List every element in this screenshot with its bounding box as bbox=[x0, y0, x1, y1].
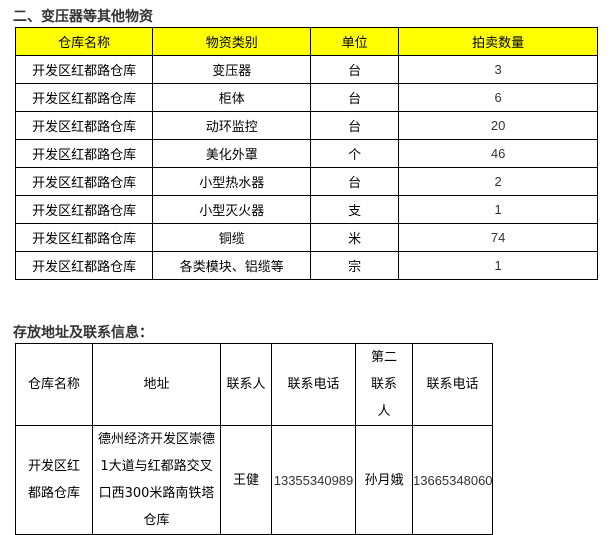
header-cell: 物资类别 bbox=[152, 27, 312, 56]
header-cell: 单位 bbox=[310, 27, 400, 56]
table-row: 开发区红都路仓库 德州经济开发区崇德1大道与红都路交叉口西300米路南铁塔仓库 … bbox=[15, 425, 493, 535]
quantity-cell: 2 bbox=[398, 167, 598, 196]
warehouse-cell: 开发区红都路仓库 bbox=[14, 83, 154, 112]
quantity-cell: 74 bbox=[398, 223, 598, 252]
auction-items-table: 仓库名称 物资类别 单位 拍卖数量 开发区红都路仓库 变压器台 3 开发区红都路仓库 柜体台 6 开… bbox=[14, 27, 598, 280]
category-cell: 美化外罩 bbox=[152, 139, 312, 168]
category-cell: 动环监控 bbox=[152, 111, 312, 140]
second-phone-cell: 13665348060 bbox=[412, 425, 493, 535]
table-row: 开发区红都路仓库 小型灭火器支 1 bbox=[14, 195, 598, 224]
warehouse-cell: 开发区红都路仓库 bbox=[14, 111, 154, 140]
table-row: 开发区红都路仓库 柜体台 6 bbox=[14, 83, 598, 112]
contact-info-table: 仓库名称 地址 联系人 联系电话 第二联系人 联系电话 开发区红都路仓库 德州经… bbox=[15, 343, 493, 535]
header-cell: 联系电话 bbox=[412, 343, 493, 426]
quantity-cell: 1 bbox=[398, 195, 598, 224]
header-row: 仓库名称 物资类别 单位 拍卖数量 bbox=[14, 27, 598, 56]
header-cell: 拍卖数量 bbox=[398, 27, 598, 56]
unit-cell: 台 bbox=[310, 83, 400, 112]
table-row: 开发区红都路仓库 小型热水器台 2 bbox=[14, 167, 598, 196]
category-cell: 小型热水器 bbox=[152, 167, 312, 196]
header-cell: 仓库名称 bbox=[15, 343, 93, 426]
category-cell: 铜缆 bbox=[152, 223, 312, 252]
quantity-cell: 46 bbox=[398, 139, 598, 168]
unit-cell: 米 bbox=[310, 223, 400, 252]
phone-cell: 13355340989 bbox=[271, 425, 356, 535]
address-cell: 德州经济开发区崇德1大道与红都路交叉口西300米路南铁塔仓库 bbox=[92, 425, 221, 535]
unit-cell: 台 bbox=[310, 167, 400, 196]
header-cell: 联系电话 bbox=[271, 343, 356, 426]
unit-cell: 台 bbox=[310, 111, 400, 140]
quantity-cell: 3 bbox=[398, 55, 598, 84]
quantity-cell: 20 bbox=[398, 111, 598, 140]
warehouse-cell: 开发区红都路仓库 bbox=[14, 195, 154, 224]
category-cell: 变压器 bbox=[152, 55, 312, 84]
category-cell: 小型灭火器 bbox=[152, 195, 312, 224]
quantity-cell: 1 bbox=[398, 251, 598, 280]
warehouse-cell: 开发区红都路仓库 bbox=[14, 55, 154, 84]
header-cell: 地址 bbox=[92, 343, 221, 426]
header-cell: 仓库名称 bbox=[14, 27, 154, 56]
warehouse-cell: 开发区红都路仓库 bbox=[14, 251, 154, 280]
table-row: 开发区红都路仓库 美化外罩个 46 bbox=[14, 139, 598, 168]
contact-cell: 王健 bbox=[220, 425, 272, 535]
quantity-cell: 6 bbox=[398, 83, 598, 112]
table-row: 开发区红都路仓库 铜缆米 74 bbox=[14, 223, 598, 252]
section1-title: 二、变压器等其他物资 bbox=[13, 9, 153, 25]
warehouse-cell: 开发区红都路仓库 bbox=[15, 425, 93, 535]
second-contact-cell: 孙月娥 bbox=[355, 425, 413, 535]
unit-cell: 宗 bbox=[310, 251, 400, 280]
unit-cell: 支 bbox=[310, 195, 400, 224]
table-row: 开发区红都路仓库 动环监控台 20 bbox=[14, 111, 598, 140]
warehouse-cell: 开发区红都路仓库 bbox=[14, 139, 154, 168]
header-cell: 联系人 bbox=[220, 343, 272, 426]
header-cell: 第二联系人 bbox=[355, 343, 413, 426]
unit-cell: 台 bbox=[310, 55, 400, 84]
warehouse-cell: 开发区红都路仓库 bbox=[14, 167, 154, 196]
header-row: 仓库名称 地址 联系人 联系电话 第二联系人 联系电话 bbox=[15, 343, 493, 426]
category-cell: 柜体 bbox=[152, 83, 312, 112]
section2-title: 存放地址及联系信息： bbox=[13, 325, 153, 341]
table-row: 开发区红都路仓库 变压器台 3 bbox=[14, 55, 598, 84]
unit-cell: 个 bbox=[310, 139, 400, 168]
table-row: 开发区红都路仓库 各类模块、铝缆等宗 1 bbox=[14, 251, 598, 280]
category-cell: 各类模块、铝缆等 bbox=[152, 251, 312, 280]
warehouse-cell: 开发区红都路仓库 bbox=[14, 223, 154, 252]
